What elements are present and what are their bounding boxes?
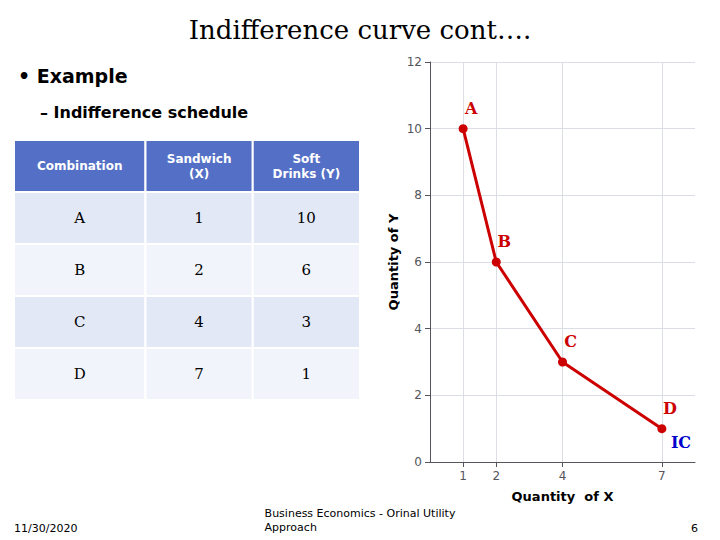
- svg-text:6: 6: [302, 261, 312, 279]
- svg-text:12: 12: [407, 55, 422, 69]
- svg-text:IC: IC: [671, 433, 691, 452]
- svg-text:7: 7: [658, 469, 666, 483]
- svg-text:A: A: [73, 209, 85, 227]
- svg-text:0: 0: [414, 455, 422, 469]
- svg-text:2: 2: [414, 388, 422, 402]
- svg-text:B: B: [74, 261, 85, 279]
- svg-text:(X): (X): [189, 167, 209, 181]
- svg-text:Quantity of Y: Quantity of Y: [386, 213, 401, 310]
- svg-text:B: B: [497, 232, 511, 251]
- svg-text:Drinks (Y): Drinks (Y): [273, 167, 341, 181]
- svg-text:1: 1: [194, 209, 204, 227]
- svg-text:6: 6: [414, 255, 422, 269]
- svg-text:D: D: [663, 399, 677, 418]
- svg-text:2: 2: [492, 469, 500, 483]
- svg-text:Business Economics - Orinal Ut: Business Economics - Orinal Utility: [265, 507, 456, 520]
- svg-text:D: D: [74, 365, 86, 383]
- svg-text:10: 10: [297, 209, 316, 227]
- svg-text:A: A: [464, 99, 478, 118]
- svg-text:C: C: [74, 313, 85, 331]
- svg-text:4: 4: [414, 322, 422, 336]
- svg-text:Sandwich: Sandwich: [167, 152, 232, 166]
- svg-text:C: C: [564, 332, 577, 351]
- svg-text:2: 2: [194, 261, 204, 279]
- svg-text:8: 8: [414, 188, 422, 202]
- svg-text:4: 4: [194, 313, 204, 331]
- svg-text:6: 6: [691, 522, 698, 535]
- svg-text:Quantity of X: Quantity of X: [512, 489, 614, 504]
- svg-text:Combination: Combination: [37, 159, 123, 173]
- svg-text:10: 10: [407, 122, 422, 136]
- svg-text:Indifference curve cont….: Indifference curve cont….: [189, 15, 531, 45]
- svg-text:1: 1: [459, 469, 467, 483]
- svg-text:Approach: Approach: [265, 521, 317, 534]
- svg-text:Soft: Soft: [292, 152, 320, 166]
- svg-text:4: 4: [559, 469, 567, 483]
- svg-text:3: 3: [302, 313, 312, 331]
- svg-text:7: 7: [194, 365, 204, 383]
- svg-text:• Example: • Example: [18, 65, 128, 87]
- svg-text:11/30/2020: 11/30/2020: [14, 522, 77, 535]
- svg-text:– Indifference schedule: – Indifference schedule: [40, 103, 248, 122]
- svg-text:1: 1: [302, 365, 312, 383]
